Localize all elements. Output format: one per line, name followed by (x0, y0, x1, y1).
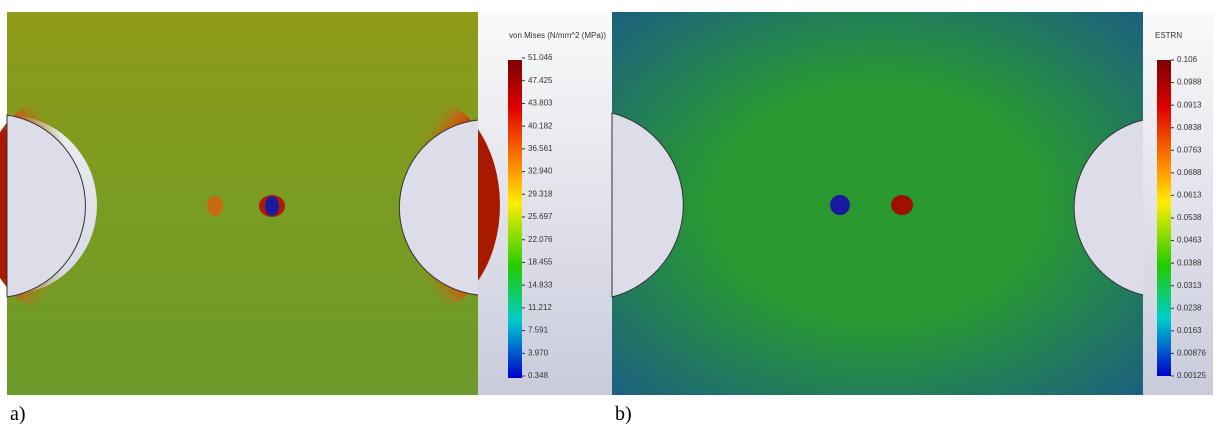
panel-b: ESTRN b) (611, 12, 1213, 425)
tick-label: 0.0613 (1177, 191, 1202, 200)
tick-label: 0.0463 (1177, 236, 1202, 245)
tick-label: 0.0763 (1177, 145, 1202, 154)
hole (398, 119, 479, 296)
tick-label: 29.318 (528, 189, 553, 198)
tick-label: 22.076 (528, 235, 553, 244)
panel-label: a) (10, 403, 26, 425)
tick-label: 25.697 (528, 212, 553, 221)
cold-spot (830, 195, 850, 215)
tick-label: 18.455 (528, 258, 553, 267)
cold-spot (265, 196, 279, 216)
tick-label: 3.970 (528, 348, 549, 357)
hot-spot (207, 196, 223, 216)
tick-label: 0.0913 (1177, 100, 1202, 109)
colorbar (508, 60, 522, 378)
tick-label: 47.425 (528, 76, 553, 85)
plate (612, 12, 1143, 395)
tick-label: 40.182 (528, 121, 553, 130)
tick-label: 36.561 (528, 144, 553, 153)
tick-label: 14.833 (528, 280, 553, 289)
legend-title: ESTRN (1155, 31, 1182, 40)
tick-label: 0.348 (528, 371, 549, 380)
tick-label: 11.212 (528, 303, 552, 312)
tick-label: 0.0838 (1177, 123, 1202, 132)
tick-label: 0.0538 (1177, 213, 1202, 222)
tick-label: 0.0688 (1177, 168, 1202, 177)
tick-label: 32.940 (528, 167, 553, 176)
tick-label: 7.591 (528, 326, 549, 335)
tick-label: 0.0238 (1177, 303, 1202, 312)
tick-label: 0.0313 (1177, 281, 1202, 290)
hot-spot (891, 195, 913, 215)
tick-label: 43.803 (528, 99, 553, 108)
panel-label: b) (615, 403, 632, 425)
tick-label: 0.0388 (1177, 258, 1202, 267)
hole (611, 112, 684, 298)
tick-label: 0.00876 (1177, 349, 1206, 358)
hole (1073, 119, 1144, 296)
plate (7, 12, 478, 395)
tick-label: 0.106 (1177, 55, 1198, 64)
panel-a: von Mises (N/mm^2 (MPa)) a) (0, 12, 612, 425)
tick-label: 0.0988 (1177, 78, 1202, 87)
tick-label: 51.046 (528, 53, 553, 62)
tick-label: 0.0163 (1177, 326, 1202, 335)
legend-title: von Mises (N/mm^2 (MPa)) (509, 31, 606, 40)
colorbar (1157, 60, 1171, 376)
hole (6, 114, 86, 298)
tick-label: 0.00125 (1177, 371, 1206, 380)
